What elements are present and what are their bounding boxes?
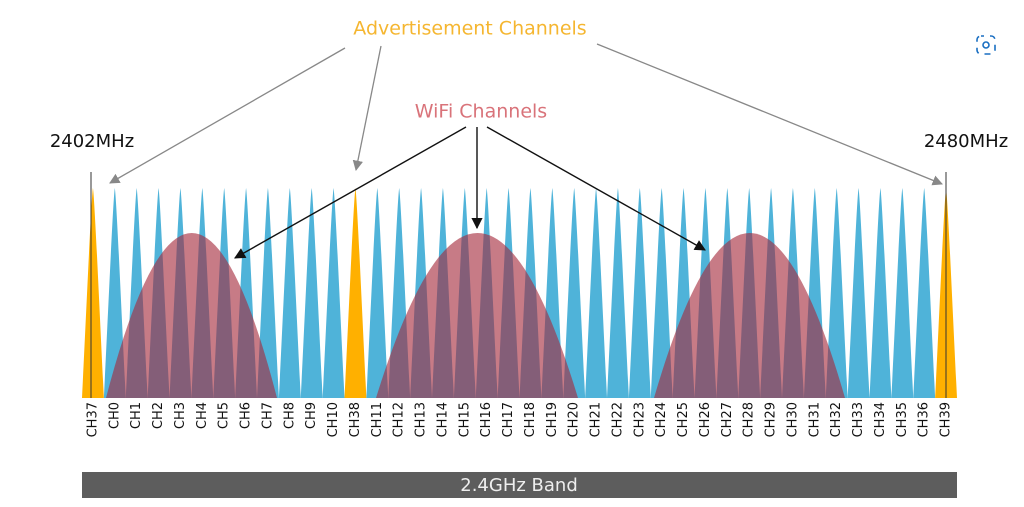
channel-label: CH16 xyxy=(479,402,494,437)
channel xyxy=(82,188,104,398)
channel-label: CH15 xyxy=(457,402,472,437)
channel-label: CH21 xyxy=(589,402,604,437)
channel-label: CH34 xyxy=(873,402,888,437)
channel xyxy=(103,188,126,398)
channel-label: CH6 xyxy=(239,402,254,429)
channel xyxy=(825,188,848,398)
channel-label: CH32 xyxy=(829,402,844,437)
channel-label: CH14 xyxy=(435,402,450,437)
channel-label: CH35 xyxy=(895,402,910,437)
channel-label: CH38 xyxy=(348,402,363,437)
channel-label: CH30 xyxy=(785,402,800,437)
channel-label: CH19 xyxy=(545,402,560,437)
channel xyxy=(257,188,279,398)
channel-label: CH39 xyxy=(939,402,954,437)
channel-label: CH12 xyxy=(392,402,407,437)
channel xyxy=(585,188,607,398)
channel xyxy=(847,188,870,398)
wifi-channels xyxy=(106,233,845,398)
channel-label: CH5 xyxy=(217,402,232,429)
channel xyxy=(869,188,892,398)
channel-label: CH29 xyxy=(764,402,779,437)
channel-label: CH20 xyxy=(567,402,582,437)
channel-label: CH10 xyxy=(326,402,341,437)
channel-label: CH4 xyxy=(195,402,210,429)
channel-label: CH9 xyxy=(304,402,319,429)
channel-label: CH28 xyxy=(742,402,757,437)
channel xyxy=(913,188,936,398)
channel-label: CH31 xyxy=(807,402,822,437)
channel-label: CH1 xyxy=(129,402,144,429)
channel xyxy=(344,188,367,398)
channel-label: CH0 xyxy=(107,402,122,429)
wifi-arrows xyxy=(234,126,706,259)
channel xyxy=(891,188,914,398)
channel xyxy=(300,188,323,398)
channel-label: CH24 xyxy=(654,402,669,437)
channel-label: CH27 xyxy=(720,402,735,437)
channel-label: CH36 xyxy=(917,402,932,437)
wifi-channel xyxy=(106,233,277,398)
advertisement-label: Advertisement Channels xyxy=(353,18,586,40)
channel-label: CH3 xyxy=(173,402,188,429)
channel-label: CH18 xyxy=(523,402,538,437)
channel-label: CH8 xyxy=(282,402,297,429)
focus-icon[interactable] xyxy=(976,35,996,55)
channel xyxy=(650,188,673,398)
channel xyxy=(628,188,651,398)
channel-label: CH17 xyxy=(501,402,516,437)
low-frequency: 2402MHz xyxy=(50,131,134,152)
channel xyxy=(366,188,389,398)
channel-label: CH23 xyxy=(632,402,647,437)
channel-label: CH22 xyxy=(610,402,625,437)
channel-label: CH25 xyxy=(676,402,691,437)
channel-label: CH37 xyxy=(85,402,100,437)
channel-label: CH13 xyxy=(414,402,429,437)
channel xyxy=(322,188,345,398)
channel-label: CH2 xyxy=(151,402,166,429)
band-bar xyxy=(82,472,957,498)
channel-label: CH7 xyxy=(260,402,275,429)
wifi-channel xyxy=(654,233,845,398)
advertisement-arrows xyxy=(109,43,943,186)
channel-label: CH11 xyxy=(370,402,385,437)
wifi-label: WiFi Channels xyxy=(415,101,547,123)
wifi-channel xyxy=(376,233,578,398)
channel xyxy=(563,188,586,398)
channel xyxy=(607,188,629,398)
channel-label: CH33 xyxy=(851,402,866,437)
channel-label: CH26 xyxy=(698,402,713,437)
high-frequency: 2480MHz xyxy=(924,131,1008,152)
band-label: 2.4GHz Band xyxy=(460,475,578,496)
channel xyxy=(278,188,301,398)
